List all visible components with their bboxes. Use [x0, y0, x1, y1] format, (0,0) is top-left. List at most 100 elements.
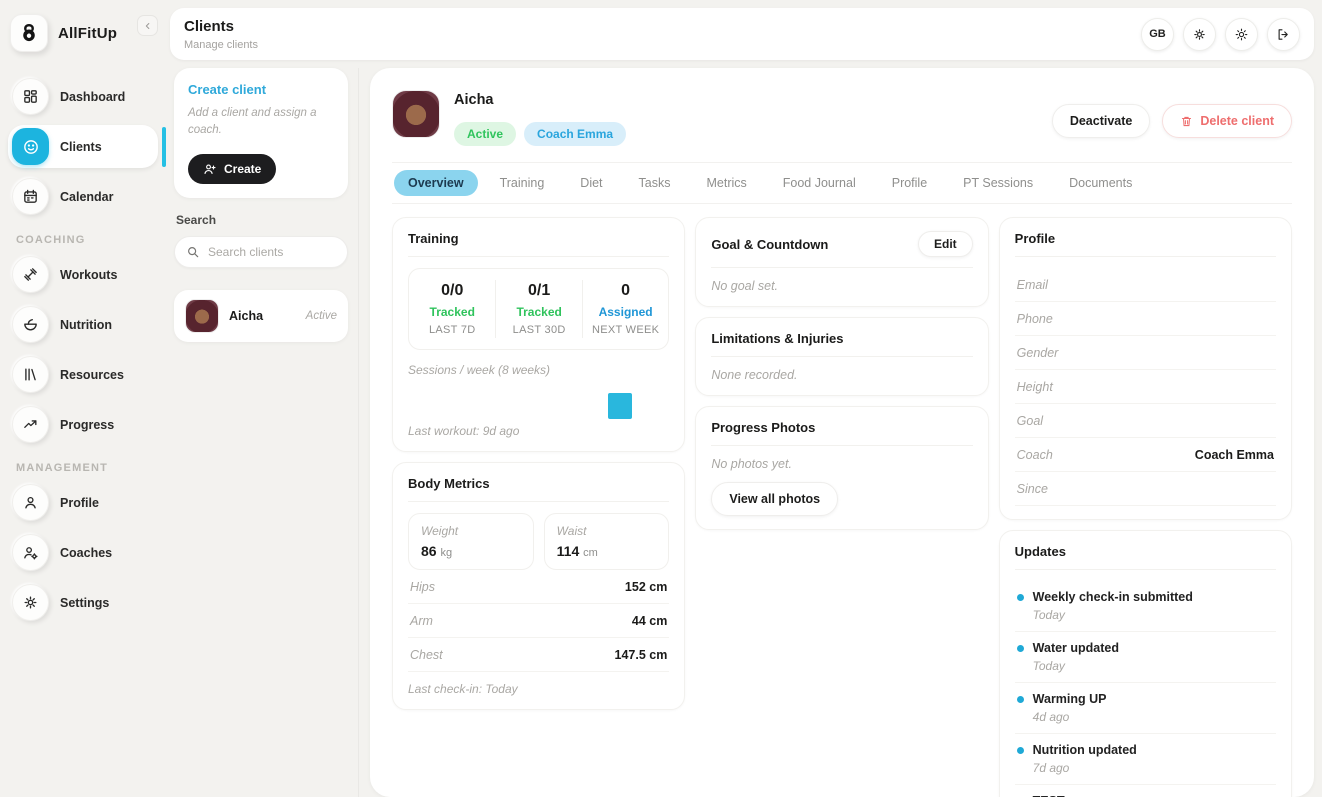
sidebar-item-clients[interactable]: Clients: [8, 125, 166, 168]
stat-last-7d: 0/0 Tracked LAST 7D: [409, 280, 495, 338]
topbar: Clients Manage clients GB: [170, 8, 1314, 60]
stat-status: Tracked: [429, 305, 475, 319]
page-subtitle: Manage clients: [184, 38, 258, 51]
tab-metrics[interactable]: Metrics: [706, 176, 747, 190]
topbar-actions: GB: [1141, 17, 1300, 51]
sessions-chart-label: Sessions / week (8 weeks): [408, 363, 551, 377]
deactivate-button[interactable]: Deactivate: [1051, 104, 1151, 138]
search-input[interactable]: [208, 244, 328, 259]
sidebar-item-label: Dashboard: [60, 89, 126, 104]
chart-week-slot: [604, 379, 637, 419]
view-all-photos-button[interactable]: View all photos: [711, 482, 839, 516]
sidebar-item-label: Nutrition: [60, 317, 113, 332]
training-card: Training 0/0 Tracked LAST 7D 0/1 Tracked…: [392, 217, 686, 452]
sidebar-item-label: Progress: [60, 417, 115, 432]
sidebar-item-profile[interactable]: Profile: [8, 481, 158, 524]
language-button[interactable]: GB: [1141, 17, 1174, 51]
tab-profile[interactable]: Profile: [891, 176, 928, 190]
tab-food-journal[interactable]: Food Journal: [782, 176, 856, 190]
column-left: Training 0/0 Tracked LAST 7D 0/1 Tracked…: [392, 217, 686, 710]
profile-label: Coach: [1016, 447, 1053, 462]
gear-icon: [12, 584, 49, 621]
sidebar-item-label: Clients: [60, 139, 102, 154]
tab-pt-sessions[interactable]: PT Sessions: [963, 176, 1034, 190]
metric-label: Chest: [410, 647, 443, 662]
create-client-button[interactable]: Create: [188, 153, 277, 184]
client-list-item[interactable]: Aicha Active: [174, 289, 348, 342]
person-plus-icon: [204, 164, 216, 174]
search-box[interactable]: [174, 235, 348, 268]
sun-icon: [1235, 28, 1248, 40]
sidebar-item-dashboard[interactable]: Dashboard: [8, 75, 158, 118]
delete-client-button[interactable]: Delete client: [1162, 104, 1292, 138]
create-client-title: Create client: [188, 82, 267, 97]
sidebar-section-management: MANAGEMENT: [16, 462, 109, 474]
chart-week-slot: [539, 379, 572, 419]
sidebar: AllFitUp Dashboard Clients Calendar COAC…: [0, 0, 166, 797]
person-icon: [12, 484, 49, 521]
panel-divider: [358, 68, 359, 797]
tab-tasks[interactable]: Tasks: [638, 176, 671, 190]
client-name: Aicha: [454, 92, 494, 108]
sidebar-item-nutrition[interactable]: Nutrition: [8, 303, 158, 346]
metric-row-hips: Hips 152 cm: [408, 570, 670, 604]
tab-documents[interactable]: Documents: [1069, 176, 1133, 190]
profile-label: Height: [1016, 379, 1053, 394]
sidebar-item-coaches[interactable]: Coaches: [8, 531, 158, 574]
clients-icon: [12, 128, 49, 165]
create-client-description: Add a client and assign a coach.: [188, 107, 317, 137]
stat-status: Tracked: [516, 305, 562, 319]
metric-value: 44 cm: [631, 613, 668, 628]
progress-photos-title: Progress Photos: [711, 420, 816, 435]
client-detail-panel: Aicha Active Coach Emma Deactivate Delet…: [370, 68, 1314, 797]
sidebar-item-calendar[interactable]: Calendar: [8, 175, 158, 218]
sidebar-item-resources[interactable]: Resources: [8, 353, 158, 396]
page-heading: Clients Manage clients: [184, 18, 258, 51]
update-item: Nutrition updated 7d ago: [1014, 734, 1276, 785]
update-item: Weekly check-in submitted Today: [1014, 581, 1276, 632]
app-title: AllFitUp: [58, 24, 118, 42]
sidebar-item-progress[interactable]: Progress: [8, 403, 158, 446]
photos-empty-text: No photos yet.: [711, 457, 792, 471]
column-right: Profile Email Phone Gender Height: [998, 217, 1292, 797]
metric-label: Hips: [410, 579, 436, 594]
limitations-title: Limitations & Injuries: [711, 331, 844, 346]
limitations-empty-text: None recorded.: [711, 368, 798, 382]
sidebar-item-workouts[interactable]: Workouts: [8, 253, 158, 296]
update-time: 7d ago: [1032, 761, 1070, 775]
waist-tile: Waist 114 cm: [543, 513, 670, 570]
app-logo-icon: [10, 14, 48, 52]
profile-row-email: Email: [1014, 268, 1276, 302]
sidebar-collapse-button[interactable]: [137, 15, 158, 36]
person-gear-icon: [12, 534, 49, 571]
column-middle: Goal & Countdown Edit No goal set. Limit…: [695, 217, 989, 530]
tab-overview[interactable]: Overview: [394, 170, 478, 196]
client-header: Aicha Active Coach Emma Deactivate Delet…: [392, 90, 1292, 146]
update-item: Warming UP 4d ago: [1014, 683, 1276, 734]
status-badge: Active: [454, 122, 517, 146]
tab-diet[interactable]: Diet: [580, 176, 603, 190]
dumbbell-icon: [12, 256, 49, 293]
stat-status: Assigned: [598, 305, 653, 319]
tile-unit: cm: [583, 547, 598, 559]
sidebar-item-label: Workouts: [60, 267, 118, 282]
chart-week-slot: [441, 379, 474, 419]
active-indicator: [162, 127, 166, 167]
chart-week-slot: [571, 379, 604, 419]
tab-training[interactable]: Training: [499, 176, 545, 190]
sidebar-item-settings[interactable]: Settings: [8, 581, 158, 624]
stat-period: LAST 30D: [512, 324, 566, 336]
profile-value: Coach Emma: [1194, 447, 1274, 462]
calendar-icon: [12, 178, 49, 215]
profile-row-since: Since: [1014, 472, 1276, 506]
body-metrics-title: Body Metrics: [408, 476, 490, 491]
profile-label: Email: [1016, 277, 1048, 292]
update-dot: [1016, 696, 1024, 703]
edit-goal-button[interactable]: Edit: [917, 231, 973, 257]
settings-button[interactable]: [1183, 17, 1216, 51]
badge-row: Active Coach Emma: [454, 122, 627, 146]
logout-button[interactable]: [1267, 17, 1300, 51]
client-head-info: Aicha Active Coach Emma: [454, 90, 627, 146]
profile-row-height: Height: [1014, 370, 1276, 404]
theme-toggle-button[interactable]: [1225, 17, 1258, 51]
